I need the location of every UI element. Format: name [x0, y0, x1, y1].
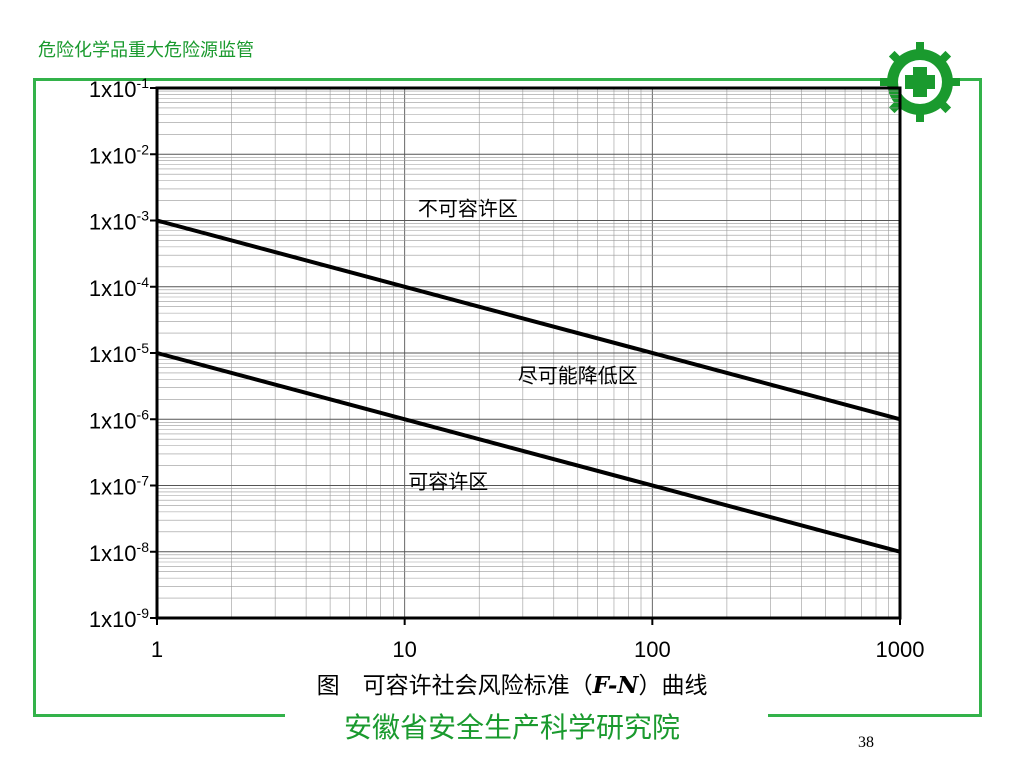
caption-symbol: F-N: [592, 672, 639, 699]
y-tick-label-base: 1x10: [89, 210, 137, 235]
y-tick-label: 1x10-6: [89, 406, 149, 433]
y-tick-label: 1x10-4: [89, 274, 149, 301]
frame-left-line: [33, 78, 36, 717]
header-title: 危险化学品重大危险源监管: [38, 40, 254, 61]
x-tick-label: 10: [392, 637, 416, 662]
figure-caption: 图 可容许社会风险标准（F-N）曲线: [0, 666, 1024, 700]
region-label: 可容许区: [408, 470, 488, 494]
page-number: 38: [858, 734, 874, 751]
y-tick-label-exp: -8: [137, 539, 150, 555]
safety-cross-gear-icon: [880, 42, 960, 122]
y-tick-label-base: 1x10: [89, 475, 137, 500]
fn-line-2: [156, 351, 901, 554]
caption-prefix: 图 可容许社会风险标准（: [316, 673, 593, 699]
y-tick-label-base: 1x10: [89, 276, 137, 301]
frame-bottom-right-line: [768, 714, 982, 717]
x-tick-label: 1: [151, 637, 163, 662]
y-tick-label: 1x10-1: [89, 75, 149, 102]
y-tick-label-base: 1x10: [89, 541, 137, 566]
region-label: 不可容许区: [418, 196, 518, 220]
region-label: 尽可能降低区: [518, 363, 638, 387]
y-tick-label-exp: -9: [137, 605, 150, 621]
caption-suffix: ）曲线: [638, 673, 708, 699]
y-tick-label: 1x10-2: [89, 141, 149, 168]
y-tick-label-exp: -7: [137, 473, 150, 489]
frame-top-line: [33, 78, 881, 81]
y-tick-label: 1x10-5: [89, 340, 149, 367]
y-tick-label-exp: -4: [137, 274, 150, 290]
x-tick-label: 100: [634, 637, 671, 662]
x-tick-label: 1000: [876, 637, 925, 662]
y-tick-label-exp: -3: [137, 208, 150, 224]
y-tick-label-base: 1x10: [89, 607, 137, 632]
y-tick-label-exp: -5: [137, 340, 150, 356]
fn-line-1: [156, 218, 901, 422]
frame-bottom-left-line: [33, 714, 285, 717]
y-tick-label: 1x10-9: [89, 605, 149, 632]
y-tick-label-exp: -2: [137, 141, 150, 157]
organization-name: 安徽省安全生产科学研究院: [343, 711, 680, 744]
y-tick-label-exp: -6: [137, 406, 150, 422]
frame-right-line: [979, 78, 982, 717]
y-tick-label: 1x10-7: [89, 473, 149, 500]
y-tick-label: 1x10-3: [89, 208, 149, 235]
y-tick-label-base: 1x10: [89, 342, 137, 367]
y-tick-label: 1x10-8: [89, 539, 149, 566]
y-tick-label-base: 1x10: [89, 143, 137, 168]
y-tick-label-exp: -1: [137, 75, 150, 91]
y-tick-label-base: 1x10: [89, 77, 137, 102]
y-tick-label-base: 1x10: [89, 408, 137, 433]
frame-top-right-line: [958, 78, 982, 81]
